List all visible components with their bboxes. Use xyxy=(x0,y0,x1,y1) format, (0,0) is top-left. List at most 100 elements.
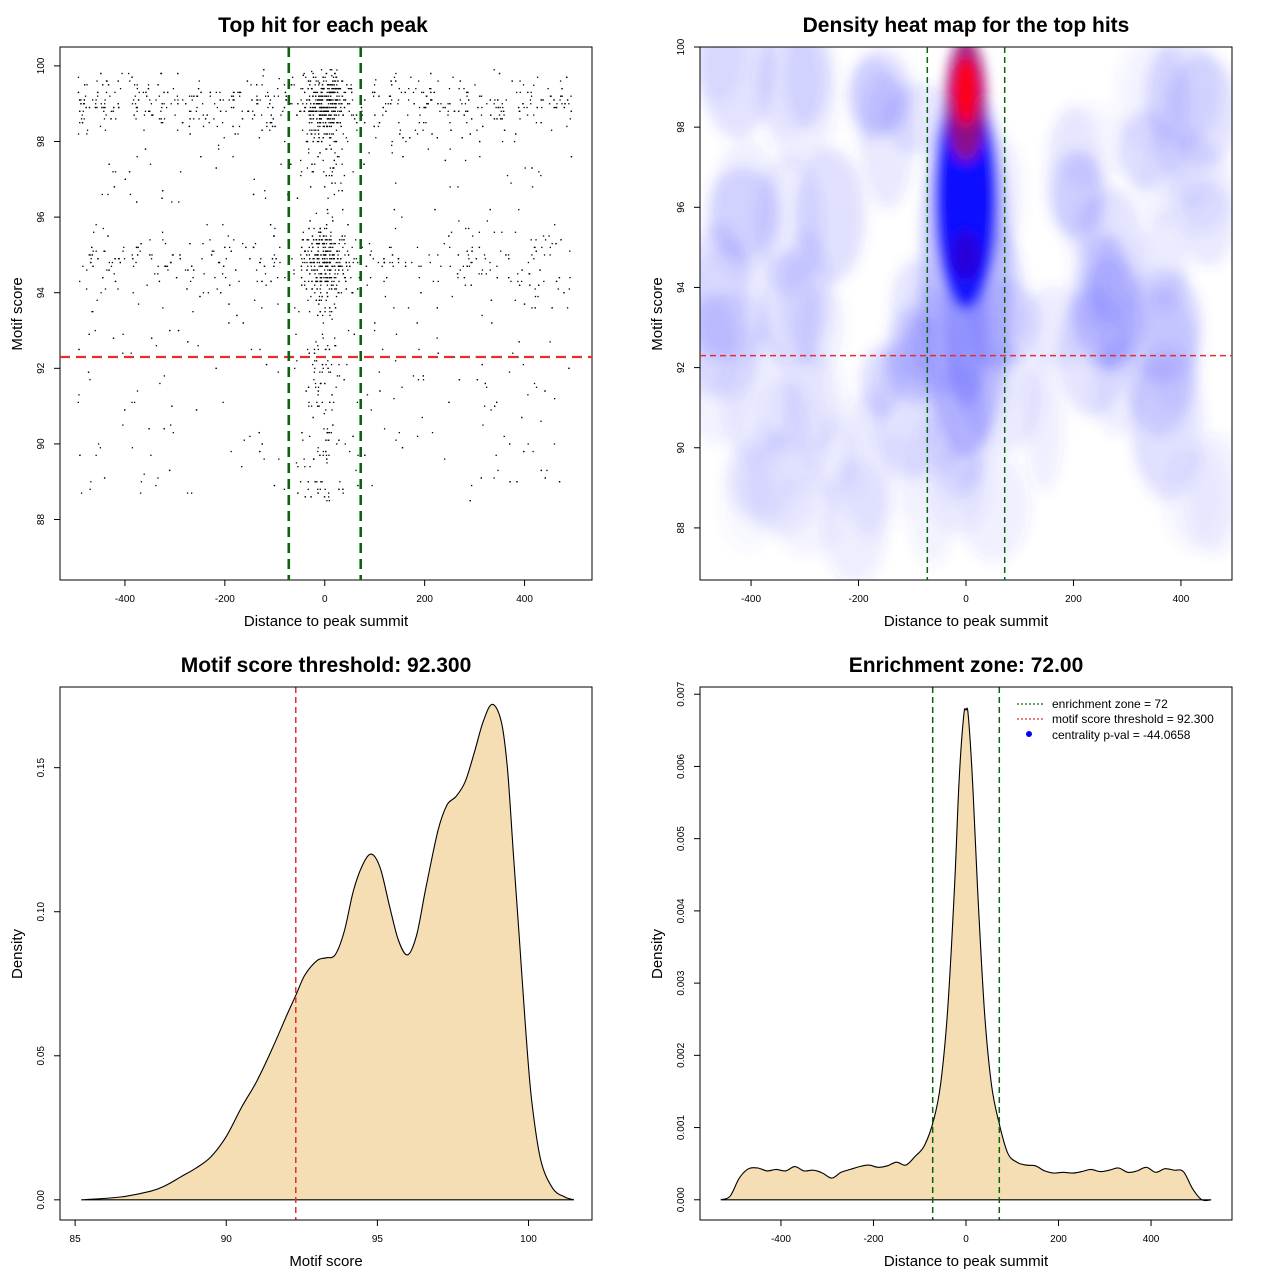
scatter-point xyxy=(399,133,401,135)
scatter-point xyxy=(254,299,256,301)
scatter-point xyxy=(467,254,470,256)
scatter-point xyxy=(391,261,394,264)
scatter-point xyxy=(265,284,267,286)
scatter-point xyxy=(331,91,333,94)
scatter-point xyxy=(339,239,341,241)
scatter-point xyxy=(177,99,179,101)
scatter-point xyxy=(459,99,461,101)
scatter-point xyxy=(312,171,314,173)
scatter-point xyxy=(78,394,80,396)
scatter-point xyxy=(338,375,341,377)
scatter-point xyxy=(89,254,91,256)
scatter-y-label: Motif score xyxy=(9,277,26,350)
scatter-point xyxy=(316,481,318,483)
scatter-point xyxy=(356,401,359,404)
scatter-point xyxy=(330,114,332,116)
scatter-point xyxy=(216,106,219,109)
scatter-point xyxy=(336,375,339,377)
scatter-point xyxy=(326,276,328,279)
scatter-point xyxy=(540,174,542,177)
scatter-point xyxy=(543,280,545,283)
scatter-point xyxy=(449,186,451,188)
scatter-point xyxy=(337,80,339,82)
scatter-point xyxy=(77,401,79,404)
scatter-point xyxy=(219,91,221,94)
scatter-point xyxy=(315,242,318,245)
scatter-point xyxy=(100,292,102,294)
scatter-point xyxy=(347,103,349,105)
scatter-point xyxy=(320,299,322,301)
scatter-point xyxy=(329,261,331,264)
scatter-point xyxy=(324,239,327,241)
scatter-point xyxy=(408,87,410,90)
distance-density-x-tick-label: -400 xyxy=(771,1234,791,1245)
scatter-point xyxy=(304,496,307,498)
scatter-point xyxy=(117,80,119,82)
scatter-point xyxy=(163,118,166,120)
scatter-point xyxy=(352,261,354,264)
scatter-point xyxy=(291,258,293,260)
scatter-point xyxy=(500,250,502,252)
scatter-point xyxy=(308,99,311,101)
scatter-point xyxy=(468,265,471,267)
scatter-point xyxy=(325,409,327,411)
scatter-point xyxy=(151,254,153,256)
scatter-point xyxy=(328,250,330,252)
scatter-point xyxy=(547,87,549,90)
scatter-point xyxy=(328,137,331,139)
scatter-point xyxy=(317,488,319,490)
scatter-point xyxy=(326,462,328,464)
scatter-point xyxy=(136,84,138,86)
scatter-point xyxy=(300,276,303,279)
scatter-point xyxy=(560,239,562,241)
scatter-point xyxy=(219,99,221,101)
score-density-y-tick-label: 0.05 xyxy=(36,1046,47,1066)
scatter-point xyxy=(320,99,323,101)
scatter-point xyxy=(330,276,332,279)
scatter-point xyxy=(91,246,93,249)
scatter-point xyxy=(328,99,330,101)
scatter-point xyxy=(309,106,312,109)
scatter-point xyxy=(346,84,348,86)
scatter-point xyxy=(276,276,279,279)
distance-density-y-tick-label: 0.006 xyxy=(676,753,687,778)
scatter-point xyxy=(503,129,506,131)
scatter-point xyxy=(177,72,179,75)
scatter-point xyxy=(326,99,328,101)
scatter-point xyxy=(338,292,340,294)
scatter-point xyxy=(497,469,499,472)
scatter-point xyxy=(100,72,102,75)
scatter-point xyxy=(306,99,308,101)
scatter-point xyxy=(388,246,391,249)
scatter-point xyxy=(328,133,331,135)
scatter-point xyxy=(570,156,573,158)
scatter-point xyxy=(570,110,572,112)
scatter-point xyxy=(222,99,224,101)
legend-swatch-pval xyxy=(1026,731,1032,737)
scatter-point xyxy=(421,416,423,419)
scatter-point xyxy=(398,431,400,434)
scatter-point xyxy=(449,103,451,105)
scatter-point xyxy=(319,235,321,237)
scatter-point xyxy=(272,118,274,120)
scatter-point xyxy=(326,95,328,97)
scatter-point xyxy=(329,91,331,94)
scatter-point xyxy=(416,246,419,249)
scatter-point xyxy=(102,84,104,86)
scatter-point xyxy=(261,443,263,445)
scatter-point xyxy=(383,261,386,264)
scatter-point xyxy=(486,220,489,222)
scatter-point xyxy=(461,137,463,139)
scatter-point xyxy=(311,171,313,173)
scatter-point xyxy=(447,103,449,105)
scatter-point xyxy=(517,106,520,109)
scatter-point xyxy=(378,122,381,124)
scatter-point xyxy=(311,261,313,264)
scatter-point xyxy=(87,371,90,373)
scatter-point xyxy=(96,80,98,82)
scatter-point xyxy=(315,280,317,283)
scatter-point xyxy=(112,337,115,339)
scatter-point xyxy=(538,171,540,173)
scatter-point xyxy=(294,367,296,370)
heatmap-haze xyxy=(700,47,1232,580)
